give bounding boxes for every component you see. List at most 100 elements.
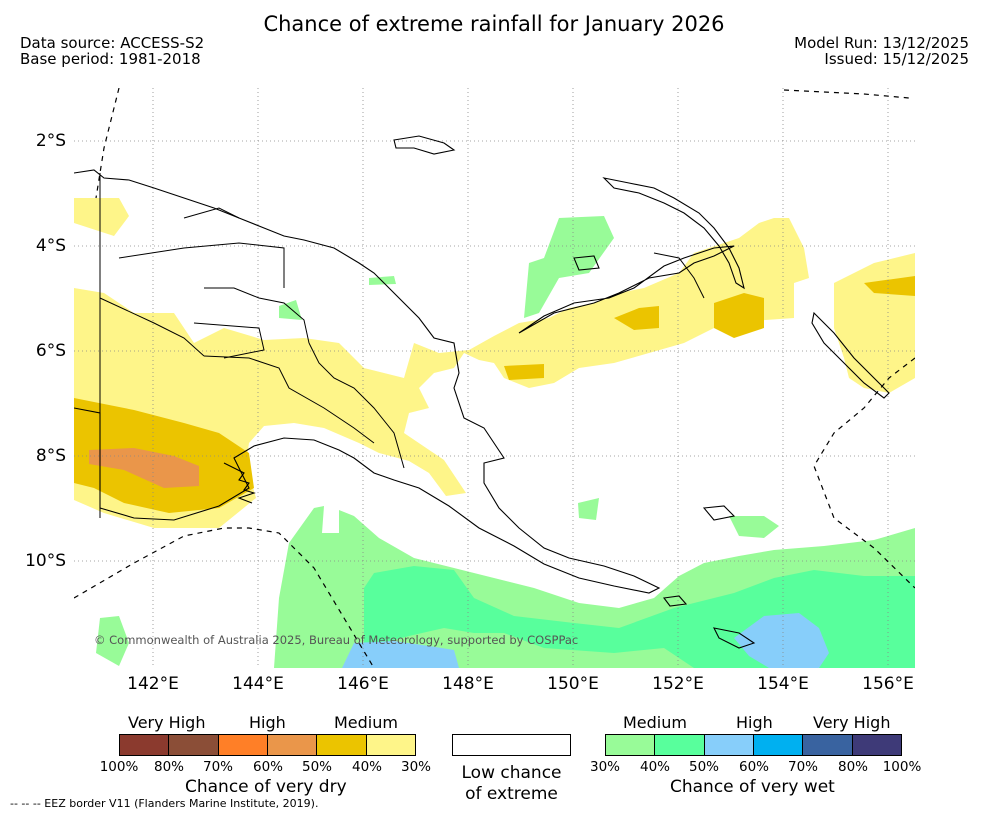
wet-legend-very-high: Very High xyxy=(813,713,891,732)
dry-medium-band xyxy=(74,200,809,528)
border-line xyxy=(203,355,375,444)
wet-swatch xyxy=(852,735,901,755)
lon-label: 156°E xyxy=(862,674,914,694)
wet-caption: Chance of very wet xyxy=(670,777,835,797)
lon-label: 146°E xyxy=(337,674,389,694)
bougainville-coast xyxy=(811,311,890,399)
eez-border-line xyxy=(95,87,120,199)
dry-legend-high: High xyxy=(249,713,286,732)
meta-right: Model Run: 13/12/2025 Issued: 15/12/2025 xyxy=(794,35,969,67)
dry-caption: Chance of very dry xyxy=(185,777,347,797)
dry-high-band xyxy=(864,276,915,296)
eez-border xyxy=(73,87,916,669)
dry-high-band xyxy=(504,364,544,380)
islands-east-coast xyxy=(713,627,756,649)
low-chance-swatch xyxy=(452,734,571,756)
wet-medium-region xyxy=(369,276,396,285)
wet-medium-region xyxy=(279,300,302,320)
map-area: © Commonwealth of Australia 2025, Bureau… xyxy=(73,87,916,669)
dry-colorbar xyxy=(119,734,416,756)
wet-swatch xyxy=(753,735,804,755)
southern-coast-detail xyxy=(223,462,256,504)
dry-swatch xyxy=(169,735,219,755)
map-title: Chance of extreme rainfall for January 2… xyxy=(263,12,725,36)
border-line xyxy=(99,297,205,357)
wet-medium-region xyxy=(524,216,614,318)
lat-label: 10°S xyxy=(25,551,66,571)
dry-swatch xyxy=(366,735,415,755)
border-line xyxy=(183,207,240,219)
wet-swatch xyxy=(704,735,754,755)
lat-label: 8°S xyxy=(35,446,66,466)
border-line xyxy=(653,252,705,299)
dry-swatch xyxy=(267,735,318,755)
wet-swatch xyxy=(655,735,705,755)
dry-swatch xyxy=(317,735,367,755)
wet-swatch xyxy=(606,735,656,755)
lat-label: 6°S xyxy=(35,341,66,361)
dry-tick: 60% xyxy=(252,759,283,775)
wet-swatch xyxy=(803,735,853,755)
low-chance-caption: Low chance of extreme xyxy=(461,763,562,804)
dry-tick: 30% xyxy=(400,759,431,775)
copyright-text: © Commonwealth of Australia 2025, Bureau… xyxy=(94,633,578,647)
dry-medium-band xyxy=(834,253,915,393)
wet-tick: 80% xyxy=(837,759,868,775)
lat-label: 2°S xyxy=(35,131,66,151)
lat-lon-grid xyxy=(74,88,915,668)
eez-footnote: -- -- -- EEZ border V11 (Flanders Marine… xyxy=(10,797,319,810)
islands-east-coast xyxy=(702,505,736,521)
new-ireland-coast xyxy=(602,177,745,290)
data-source: Data source: ACCESS-S2 xyxy=(20,34,205,52)
dry-swatch xyxy=(218,735,268,755)
eez-border-line xyxy=(783,89,910,99)
border-line xyxy=(308,342,405,469)
wet-very-high-region xyxy=(342,641,459,668)
base-period: Base period: 1981-2018 xyxy=(20,50,201,68)
new-guinea-coast xyxy=(73,169,661,594)
wet-very-high-region xyxy=(734,613,829,668)
dry-tick: 40% xyxy=(351,759,382,775)
wet-tick: 50% xyxy=(688,759,719,775)
wet-colorbar xyxy=(605,734,902,756)
eez-border-line xyxy=(813,357,916,589)
wet-medium-region xyxy=(729,516,779,538)
very-wet-shading xyxy=(96,216,915,668)
dry-tick: 70% xyxy=(202,759,233,775)
border-line xyxy=(204,287,310,344)
province-borders xyxy=(99,173,705,518)
lon-label: 144°E xyxy=(232,674,284,694)
wet-tick: 70% xyxy=(787,759,818,775)
dry-medium-high-band xyxy=(89,448,199,488)
wet-tick: 30% xyxy=(589,759,620,775)
dry-high-band xyxy=(714,293,764,338)
lon-label: 142°E xyxy=(127,674,179,694)
wet-tick: 60% xyxy=(738,759,769,775)
lon-label: 150°E xyxy=(547,674,599,694)
wet-tick: 100% xyxy=(882,759,922,775)
dry-medium-band xyxy=(74,198,129,236)
lon-label: 154°E xyxy=(757,674,809,694)
islands-east-coast xyxy=(573,255,600,271)
dry-tick: 100% xyxy=(99,759,139,775)
wet-tick: 40% xyxy=(639,759,670,775)
eez-border-line xyxy=(73,527,375,669)
islands-east-coast xyxy=(662,595,688,607)
wet-medium-region xyxy=(96,616,129,666)
new-britain-coast xyxy=(518,245,735,334)
wet-legend-high: High xyxy=(736,713,773,732)
rainfall-map: © Commonwealth of Australia 2025, Bureau… xyxy=(73,87,916,669)
lon-label: 148°E xyxy=(442,674,494,694)
meta-left: Data source: ACCESS-S2 Base period: 1981… xyxy=(20,35,204,67)
model-run: Model Run: 13/12/2025 xyxy=(794,34,969,52)
dry-legend-medium: Medium xyxy=(334,713,398,732)
dry-tick: 80% xyxy=(153,759,184,775)
dry-swatch xyxy=(120,735,170,755)
lon-label: 152°E xyxy=(652,674,704,694)
dry-high-band xyxy=(614,306,659,330)
wet-medium-region xyxy=(578,498,599,520)
very-dry-shading xyxy=(74,198,915,528)
lat-label: 4°S xyxy=(35,236,66,256)
coastlines xyxy=(73,135,890,649)
wet-legend-medium: Medium xyxy=(623,713,687,732)
